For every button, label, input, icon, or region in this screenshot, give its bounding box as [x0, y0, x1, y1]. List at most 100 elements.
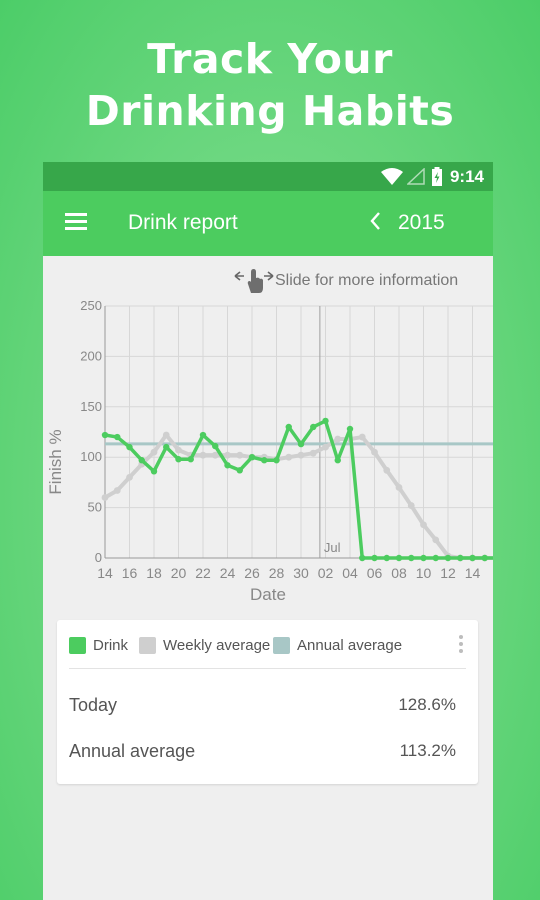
data-point-weekly-average: [101, 494, 109, 501]
y-tick-label: 150: [80, 399, 102, 414]
data-point-weekly-average: [383, 466, 391, 474]
x-tick-label: 08: [391, 565, 407, 581]
x-tick-label: 24: [220, 565, 236, 581]
data-point-drink: [187, 456, 194, 463]
annual-average-label: Annual average: [69, 741, 196, 761]
data-point-weekly-average: [420, 521, 427, 529]
data-point-drink: [150, 468, 158, 475]
y-tick-label: 200: [80, 348, 102, 363]
data-point-drink: [175, 456, 182, 463]
status-time: 9:14: [449, 167, 484, 186]
app-bar: Drink report 2015: [43, 191, 493, 256]
x-tick-label: 04: [342, 565, 358, 581]
slide-hint: Slide for more information: [275, 272, 459, 289]
data-point-drink: [420, 554, 427, 562]
data-point-drink: [163, 443, 170, 451]
data-point-drink: [395, 554, 403, 562]
x-tick-label: 22: [195, 565, 211, 581]
annual-average-value: 113.2%: [399, 741, 456, 760]
data-point-weekly-average: [371, 448, 378, 456]
x-tick-label: 10: [416, 565, 432, 581]
signal-icon: [407, 168, 425, 185]
data-point-drink: [297, 440, 305, 448]
year-label[interactable]: 2015: [398, 211, 445, 234]
data-point-drink: [224, 462, 231, 469]
data-point-drink: [114, 433, 121, 441]
y-tick-label: 50: [88, 500, 102, 515]
hamburger-menu-icon[interactable]: [65, 213, 87, 231]
data-point-drink: [432, 554, 439, 562]
x-tick-label: 16: [122, 565, 138, 581]
today-value: 128.6%: [398, 695, 456, 714]
data-point-drink: [383, 554, 390, 562]
today-row: Today 128.6%: [69, 695, 456, 719]
data-point-drink: [346, 425, 354, 433]
today-label: Today: [69, 695, 118, 715]
data-point-drink: [101, 431, 109, 439]
data-point-drink: [408, 554, 415, 562]
data-point-weekly-average: [224, 451, 231, 459]
data-point-drink: [359, 554, 366, 562]
data-point-weekly-average: [432, 536, 440, 544]
data-point-weekly-average: [407, 502, 415, 509]
data-point-drink: [138, 457, 145, 464]
data-point-drink: [371, 554, 378, 562]
data-point-drink: [212, 442, 219, 450]
x-axis-label: Date: [250, 585, 286, 604]
x-tick-label: 30: [293, 565, 309, 581]
x-tick-label: 26: [244, 565, 260, 581]
data-point-weekly-average: [309, 449, 317, 457]
data-point-weekly-average: [150, 448, 158, 456]
data-point-weekly-average: [175, 446, 182, 454]
promo-title-line2: Drinking Habits: [85, 87, 455, 135]
x-tick-label: 20: [171, 565, 187, 581]
data-point-weekly-average: [334, 435, 342, 443]
data-point-weekly-average: [199, 451, 207, 459]
chevron-left-icon[interactable]: [365, 206, 385, 236]
x-tick-label: 18: [146, 565, 162, 581]
data-point-drink: [261, 457, 268, 464]
x-tick-label: 14: [97, 565, 113, 581]
data-point-drink: [273, 457, 280, 464]
data-point-weekly-average: [297, 451, 305, 459]
data-point-drink: [199, 431, 207, 439]
x-tick-label: 02: [318, 565, 334, 581]
data-point-weekly-average: [358, 433, 366, 441]
legend-label-drink: Drink: [93, 636, 129, 654]
drink-line-chart: 0 50 100 150 200 250 Jul 14 16 18 20 22 24 26 28 30 02 04…: [46, 298, 493, 604]
phone-screen: 9:14 Drink report 2015 Slide for more in…: [43, 162, 493, 900]
plot-background: [105, 306, 493, 558]
data-point-weekly-average: [162, 431, 170, 439]
battery-charging-icon: [432, 167, 442, 186]
data-point-drink: [310, 423, 317, 431]
legend-label-weekly-average: Weekly average: [163, 636, 271, 654]
data-point-weekly-average: [211, 451, 219, 459]
more-vertical-icon[interactable]: [458, 635, 464, 653]
legend-item-annual-average: Annual average: [273, 633, 402, 657]
chart-legend: Drink Weekly average Annual average: [69, 633, 469, 657]
data-point-drink: [481, 554, 488, 562]
data-point-drink: [285, 423, 292, 431]
x-tick-label: 28: [269, 565, 285, 581]
legend-item-weekly-average: Weekly average: [139, 633, 270, 657]
month-marker-label: Jul: [324, 540, 341, 555]
legend-swatch-annual-average: [273, 636, 290, 654]
y-axis-label: Finish %: [46, 429, 65, 494]
data-point-weekly-average: [322, 443, 329, 451]
legend-swatch-weekly-average: [139, 636, 156, 654]
legend-swatch-drink: [69, 636, 86, 654]
data-point-weekly-average: [113, 487, 121, 494]
summary-card: Drink Weekly average Annual average Toda…: [57, 620, 478, 784]
status-bar: 9:14: [43, 162, 493, 191]
swipe-hand-icon: [234, 269, 274, 293]
x-tick-label: 14: [465, 565, 481, 581]
data-point-drink: [444, 554, 452, 562]
data-point-weekly-average: [126, 473, 133, 481]
data-point-drink: [248, 454, 256, 461]
y-tick-label: 100: [80, 449, 102, 464]
drink-chart-area[interactable]: Slide for more information 0 50 100 150 200 2…: [43, 256, 493, 616]
data-point-weekly-average: [285, 453, 293, 461]
legend-label-annual-average: Annual average: [297, 636, 403, 654]
data-point-drink: [236, 467, 243, 474]
x-tick-label: 12: [440, 565, 456, 581]
